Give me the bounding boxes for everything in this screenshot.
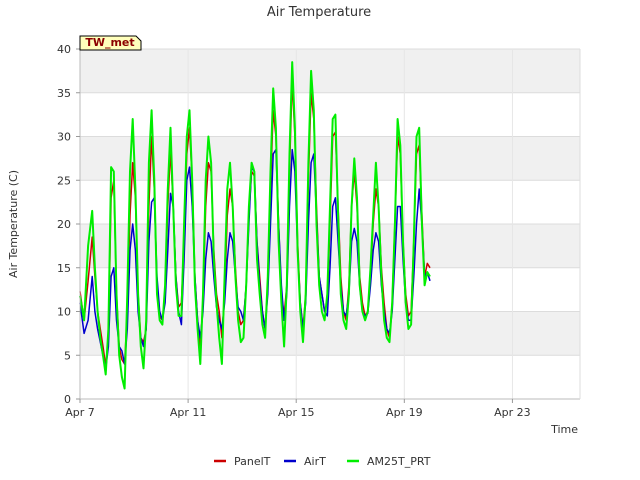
- x-tick-label: Apr 11: [170, 406, 207, 419]
- chart-title: Air Temperature: [267, 5, 371, 20]
- legend-label: PanelT: [234, 455, 271, 468]
- series-line-am25t-prt: [79, 61, 431, 390]
- legend: PanelT AirT AM25T_PRT: [214, 455, 431, 468]
- y-tick-label: 0: [64, 393, 71, 406]
- legend-label: AM25T_PRT: [367, 455, 431, 468]
- y-tick-labels: 0 5 10 15 20 25 30 35 40: [57, 43, 80, 406]
- plot-band: [80, 92, 580, 137]
- y-tick-label: 5: [64, 349, 71, 362]
- y-tick-label: 10: [57, 306, 71, 319]
- y-tick-label: 35: [57, 87, 71, 100]
- plot-band: [80, 311, 580, 356]
- y-axis-title: Air Temperature (C): [7, 170, 20, 278]
- y-tick-label: 20: [57, 218, 71, 231]
- x-axis-title: Time: [550, 423, 578, 436]
- legend-label: AirT: [304, 455, 326, 468]
- station-label-box: TW_met: [79, 35, 142, 51]
- x-tick-label: Apr 19: [386, 406, 423, 419]
- y-tick-label: 15: [57, 262, 71, 275]
- y-tick-label: 30: [57, 131, 71, 144]
- plot-band: [80, 136, 580, 181]
- x-tick-label: Apr 23: [494, 406, 531, 419]
- x-tick-label: Apr 15: [278, 406, 315, 419]
- y-tick-label: 40: [57, 43, 71, 56]
- station-label: TW_met: [85, 36, 134, 49]
- y-tick-label: 25: [57, 174, 71, 187]
- x-tick-label: Apr 7: [65, 406, 95, 419]
- series-lines: [79, 61, 431, 390]
- plot-band: [80, 49, 580, 93]
- plot-band: [80, 355, 580, 399]
- x-tick-labels: Apr 7 Apr 11 Apr 15 Apr 19 Apr 23: [65, 399, 531, 419]
